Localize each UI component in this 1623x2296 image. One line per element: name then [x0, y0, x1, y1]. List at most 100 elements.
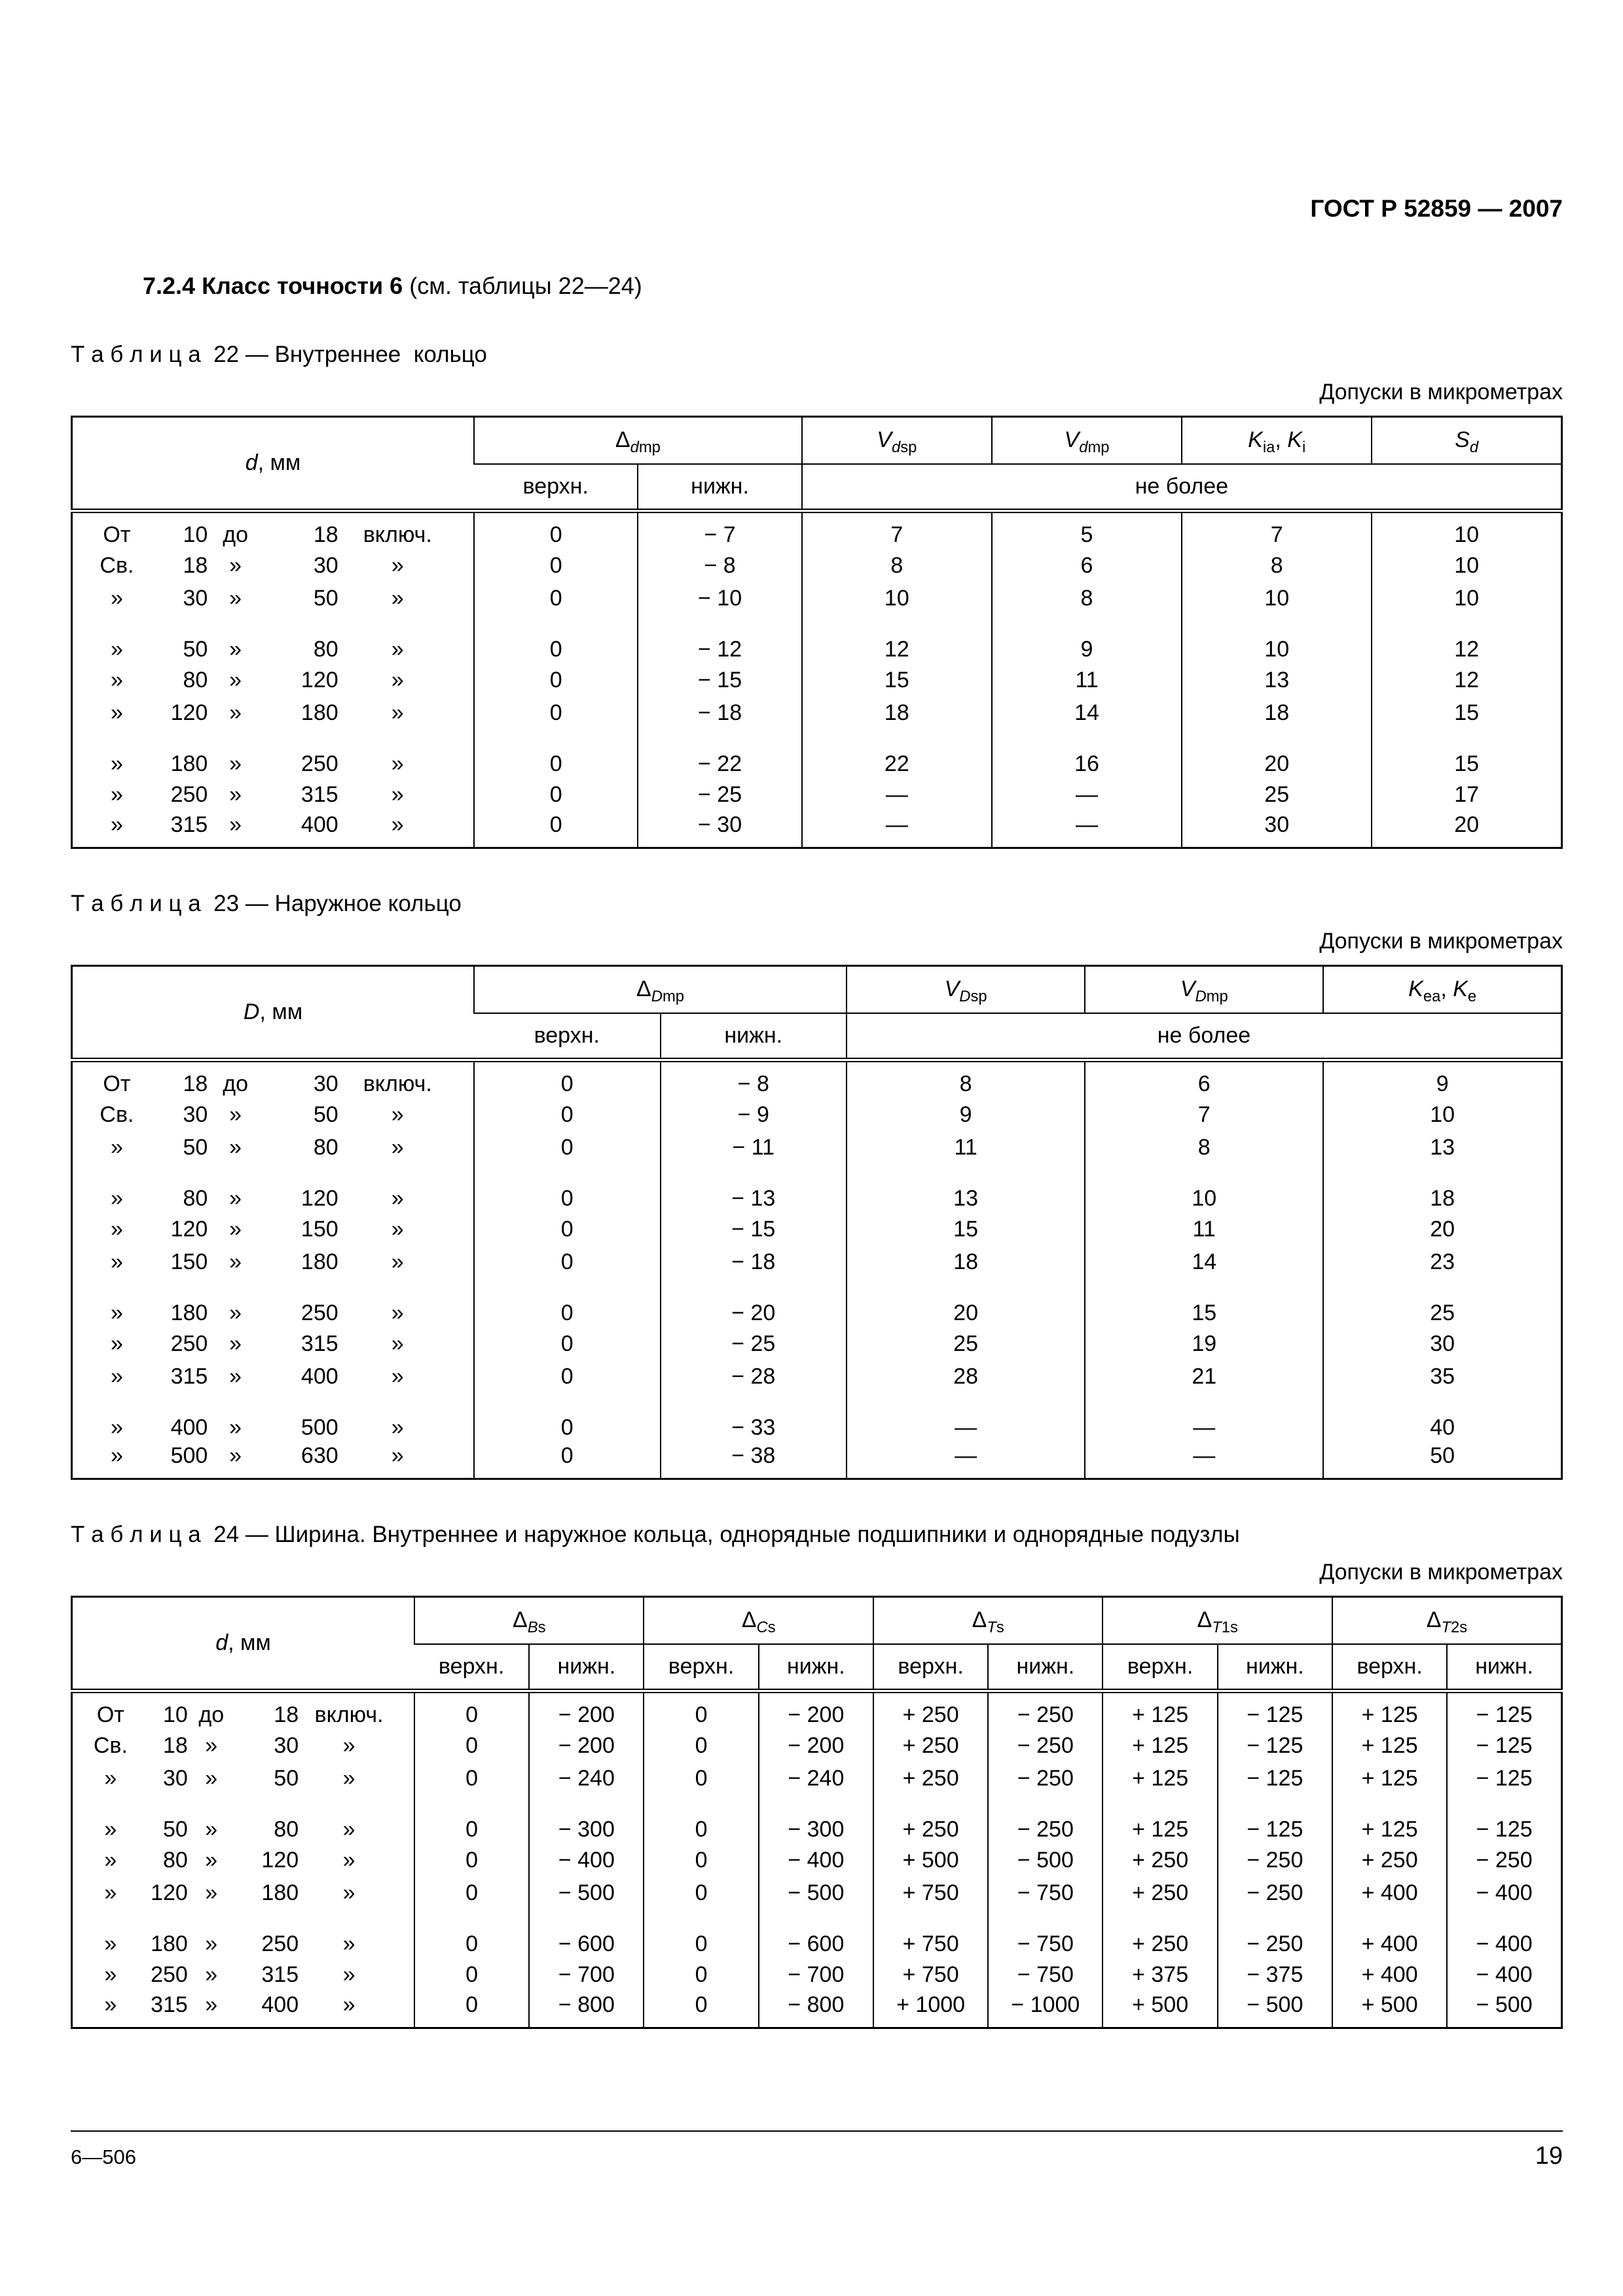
range-part: » — [391, 1216, 404, 1242]
range-part: Св. — [100, 552, 134, 578]
range-part: 50 — [313, 1102, 338, 1127]
table-row: » 120» 180» 0− 500 0− 500 + 750− 750 + 250− 25… — [72, 1876, 1562, 1909]
value-cell: − 600 — [528, 1909, 644, 1958]
range-part: включ. — [363, 1071, 432, 1096]
range-part: 50 — [163, 1817, 188, 1842]
range-part: » — [229, 700, 242, 725]
range-part: 150 — [170, 1249, 208, 1274]
range-part: » — [110, 751, 123, 776]
value-cell: 9 — [846, 1098, 1085, 1131]
range-part: » — [342, 1931, 356, 1956]
value-cell: 13 — [1181, 664, 1372, 696]
value-cell: — — [1084, 1393, 1324, 1442]
range-part: » — [110, 1300, 123, 1325]
row-label-cell: » 120 » 150 » — [72, 1213, 475, 1246]
document-number: ГОСТ Р 52859 — 2007 — [1310, 195, 1563, 222]
column-header-cell: нижн. — [757, 1643, 873, 1692]
range-part: включ. — [314, 1702, 384, 1727]
value-cell: − 250 — [987, 1795, 1103, 1844]
range-part: » — [205, 1732, 218, 1758]
table-row: » 500» 630» 0− 38— —50 — [72, 1442, 1562, 1479]
value-cell: 25 — [1322, 1278, 1562, 1327]
table-header-row: D, мм ΔDmp VDsp VDmp Kea, Ke — [71, 965, 1562, 1061]
value-cell: 0 — [473, 1442, 661, 1479]
column-header-cell: верхн. — [414, 1643, 530, 1692]
range-part: 18 — [183, 552, 208, 578]
value-cell: − 7 — [637, 509, 802, 549]
range-part: » — [391, 585, 404, 611]
row-label-cell: » 315 » 400 » — [72, 1991, 414, 2028]
table-header-row: d, мм Δdmp Vdsp Vdmp Kia, Ki Sd — [71, 416, 1562, 512]
table-row: » 80 » 120 » 0− 15 15 11 13 12 — [72, 664, 1562, 696]
range-part: » — [391, 552, 404, 578]
table-row: » 250 » 315 » 0− 25 25 19 30 — [72, 1327, 1562, 1360]
value-cell: − 125 — [1446, 1689, 1562, 1729]
value-cell: − 9 — [659, 1098, 847, 1131]
row-label-cell: » 80 » 120 » — [72, 1844, 414, 1876]
range-part: 30 — [183, 1102, 208, 1127]
value-cell: 0 — [643, 1991, 759, 2028]
range-part: 120 — [170, 700, 208, 725]
range-part: 150 — [301, 1216, 338, 1242]
value-cell: 12 — [1371, 615, 1562, 664]
row-label-cell: » 500 » 630 » — [72, 1442, 475, 1479]
value-cell: 0 — [473, 1278, 661, 1327]
table-row: Св. 30 » 50 » 0− 9 9 7 10 — [72, 1098, 1562, 1131]
range-part: 120 — [151, 1880, 188, 1905]
value-cell: 0 — [473, 1393, 661, 1442]
table-row: » 180» 250» 0− 600 0− 600 + 750− 750 + 250− 25… — [72, 1909, 1562, 1958]
range-part: 180 — [301, 1249, 338, 1274]
value-cell: − 750 — [987, 1909, 1103, 1958]
value-cell: 0 — [643, 1876, 759, 1909]
range-part: 400 — [301, 1363, 338, 1389]
table-header-row: d, мм ΔBs ΔCs ΔTs ΔT1s ΔT2s — [71, 1596, 1562, 1692]
value-cell: + 250 — [872, 1729, 989, 1762]
range-part: » — [391, 751, 404, 776]
value-cell: 0 — [643, 1729, 759, 1762]
column-header-cell: Vdsp — [801, 416, 992, 465]
value-cell: 0 — [473, 1327, 661, 1360]
column-header-cell: d, мм — [71, 416, 475, 512]
value-cell: − 750 — [987, 1958, 1103, 1991]
value-cell: + 250 — [872, 1689, 989, 1729]
row-label-cell: » 400 » 500 » — [72, 1393, 475, 1442]
range-part: » — [391, 1331, 404, 1356]
table-row: » 30» 50» 0− 240 0− 240 + 250− 250 + 125− 125 +… — [72, 1762, 1562, 1795]
row-label-cell: » 50 » 80 » — [72, 615, 475, 664]
range-part: 400 — [301, 812, 338, 837]
table-section: Т а б л и ц а 22 — Внутреннее кольцо Допу… — [71, 342, 1563, 849]
table-row: » 50 » 80 » 0− 11 11 8 13 — [72, 1131, 1562, 1164]
value-cell: 20 — [1371, 811, 1562, 848]
column-header-cell: нижн. — [659, 1013, 847, 1061]
range-part: 80 — [163, 1847, 188, 1873]
range-part: 50 — [183, 1134, 208, 1160]
range-part: 315 — [301, 781, 338, 807]
table-row: » 150 » 180 » 0− 18 18 14 23 — [72, 1246, 1562, 1278]
row-label-cell: Св. 30 » 50 » — [72, 1098, 475, 1131]
value-cell: − 1000 — [987, 1991, 1103, 2028]
range-part: » — [205, 1817, 218, 1842]
range-part: 50 — [274, 1765, 299, 1791]
range-part: » — [205, 1765, 218, 1791]
range-part: до — [223, 1071, 248, 1096]
value-cell: − 12 — [637, 615, 802, 664]
table-row: » 50» 80» 0− 12 12 9 10 12 — [72, 615, 1562, 664]
value-cell: 18 — [1322, 1164, 1562, 1213]
row-label-cell: » 180 » 250 » — [72, 729, 475, 778]
value-cell: − 125 — [1446, 1795, 1562, 1844]
value-cell: − 250 — [987, 1729, 1103, 1762]
table-row: » 180 » 250 » 0− 22 22 16 20 15 — [72, 729, 1562, 778]
range-part: » — [229, 552, 242, 578]
table-row: Св. 18» 30» 0− 8 8 6 8 10 — [72, 549, 1562, 582]
value-cell: 0 — [413, 1762, 530, 1795]
row-label-cell: » 30 » 50 » — [72, 582, 475, 615]
value-cell: 7 — [1181, 509, 1372, 549]
value-cell: 35 — [1322, 1360, 1562, 1393]
value-cell: 28 — [846, 1360, 1085, 1393]
range-part: » — [110, 637, 123, 662]
range-part: » — [229, 1415, 242, 1440]
value-cell: + 250 — [1102, 1909, 1218, 1958]
value-cell: − 15 — [659, 1213, 847, 1246]
value-cell: 23 — [1322, 1246, 1562, 1278]
range-part: 180 — [170, 751, 208, 776]
